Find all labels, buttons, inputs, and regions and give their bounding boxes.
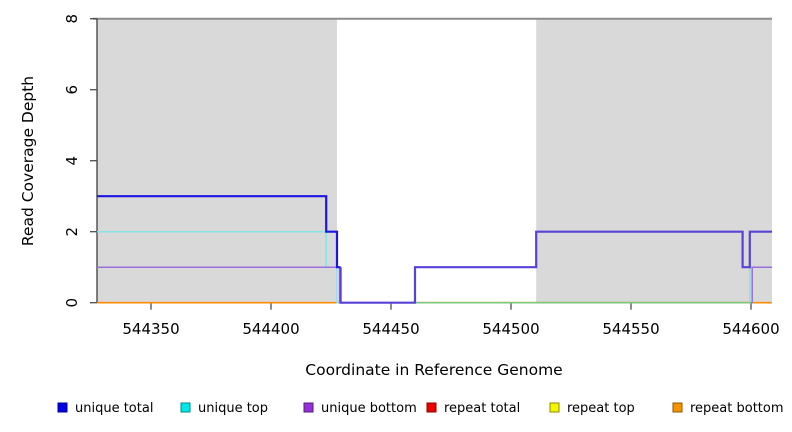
- legend-swatch-repeat-bottom: [672, 402, 683, 413]
- series-unique-total-left: [97, 195, 341, 269]
- legend-label-unique-top: unique top: [198, 401, 268, 416]
- legend-label-repeat-top: repeat top: [567, 401, 635, 416]
- series-layer: [97, 195, 772, 304]
- x-axis-title: Coordinate in Reference Genome: [305, 361, 562, 379]
- y-tick-label: 2: [63, 227, 81, 237]
- x-tick-label: 544350: [122, 320, 179, 338]
- y-tick-label: 8: [63, 14, 81, 24]
- legend-swatch-unique-top: [180, 402, 191, 413]
- y-tick-label: 0: [63, 298, 81, 308]
- y-tick-label: 6: [63, 85, 81, 95]
- covered-region-left: [97, 18, 337, 303]
- x-tick-label: 544600: [722, 320, 779, 338]
- legend-label-repeat-total: repeat total: [444, 401, 520, 416]
- legend-label-unique-total: unique total: [75, 401, 153, 416]
- x-tick-label: 544450: [362, 320, 419, 338]
- shaded-regions-layer: [93, 17, 772, 303]
- series-unique-total-right: [339, 230, 772, 304]
- legend-label-unique-bottom: unique bottom: [321, 401, 417, 416]
- legend: unique total unique top unique bottom repea…: [57, 401, 784, 416]
- legend-swatch-repeat-top: [549, 402, 560, 413]
- series-unique-top: [97, 230, 772, 304]
- x-tick-label: 544500: [482, 320, 539, 338]
- legend-swatch-unique-total: [57, 402, 68, 413]
- x-tick-label: 544550: [602, 320, 659, 338]
- legend-swatch-repeat-total: [426, 402, 437, 413]
- tick-labels-layer: 0 2 4 6 8 544350 544400 544450 544500 544550 54460…: [63, 14, 780, 338]
- legend-label-repeat-bottom: repeat bottom: [690, 401, 784, 416]
- y-tick-label: 4: [63, 156, 81, 166]
- legend-swatch-unique-bottom: [303, 402, 314, 413]
- y-axis-title: Read Coverage Depth: [19, 76, 37, 246]
- covered-region-right: [536, 18, 772, 303]
- x-tick-label: 544400: [242, 320, 299, 338]
